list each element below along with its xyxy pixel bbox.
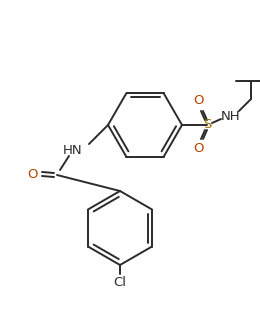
- Text: O: O: [193, 142, 203, 156]
- Text: O: O: [27, 167, 37, 181]
- Text: HN: HN: [63, 143, 83, 156]
- Text: Cl: Cl: [114, 276, 127, 290]
- Text: S: S: [203, 119, 211, 131]
- Text: O: O: [193, 95, 203, 107]
- Text: NH: NH: [221, 110, 241, 124]
